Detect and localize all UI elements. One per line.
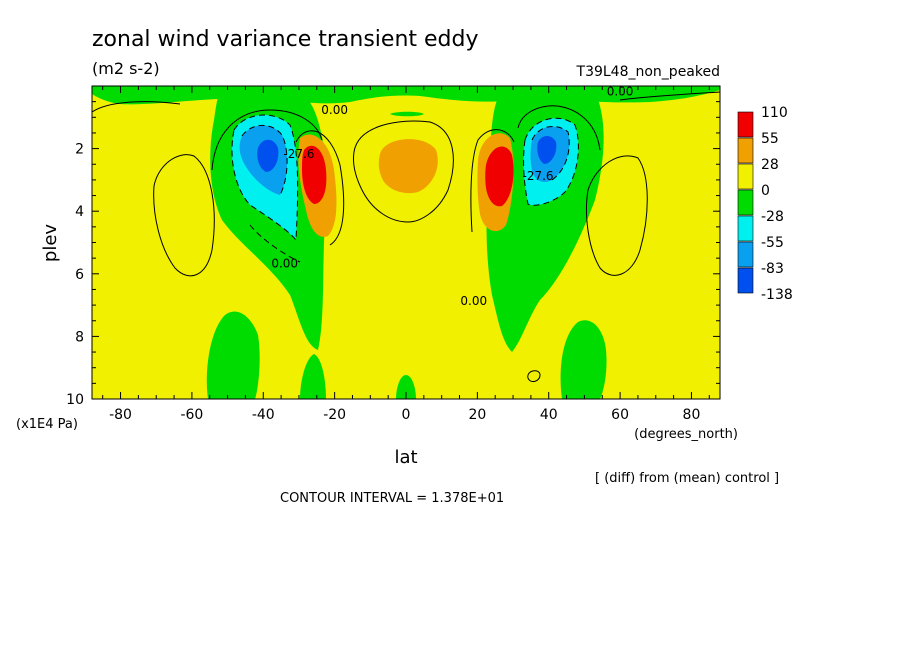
x-tick-labels: -80 -60 -40 -20 0 20 40 60 80 bbox=[109, 407, 700, 423]
legend-swatch bbox=[737, 111, 754, 138]
legend-swatch bbox=[737, 241, 754, 268]
contour-interval: CONTOUR INTERVAL = 1.378E+01 bbox=[280, 491, 504, 506]
contour-label: 0.00 bbox=[607, 84, 634, 98]
diff-note: [ (diff) from (mean) control ] bbox=[595, 471, 779, 486]
y-axis-title: plev bbox=[40, 224, 61, 263]
field-orange-center bbox=[378, 139, 438, 194]
experiment-label: T39L48_non_peaked bbox=[576, 64, 720, 80]
contour-label: 0.00 bbox=[460, 294, 487, 308]
x-axis-ticks bbox=[102, 86, 710, 399]
y-axis-units: (x1E4 Pa) bbox=[16, 417, 78, 432]
x-tick-label: 0 bbox=[402, 407, 411, 423]
x-tick-label: 60 bbox=[611, 407, 629, 423]
x-tick-label: -20 bbox=[323, 407, 346, 423]
field-green-bc bbox=[396, 375, 416, 399]
legend-level-label: 0 bbox=[761, 183, 770, 199]
legend-level-label: -138 bbox=[761, 287, 793, 303]
x-axis-title: lat bbox=[394, 447, 417, 468]
contour-labels: 0.00 0.00 0.00 0.00 -27.6 -27.6 bbox=[271, 84, 633, 308]
legend-level-label: 55 bbox=[761, 131, 779, 147]
legend-level-label: 28 bbox=[761, 157, 779, 173]
legend-swatch bbox=[737, 137, 754, 164]
field-blue-left bbox=[257, 139, 279, 172]
legend-level-label: -83 bbox=[761, 261, 784, 277]
field-red-right bbox=[485, 146, 514, 207]
legend-level-label: 110 bbox=[761, 105, 788, 121]
field-red-left bbox=[302, 145, 327, 204]
x-tick-label: -40 bbox=[252, 407, 275, 423]
legend-swatch bbox=[737, 189, 754, 216]
legend-level-label: -28 bbox=[761, 209, 784, 225]
negative-contours bbox=[231, 114, 579, 263]
field-blue-right bbox=[537, 136, 557, 164]
contour-field bbox=[92, 86, 720, 399]
y-tick-label: 4 bbox=[75, 204, 84, 220]
y-tick-label: 10 bbox=[66, 392, 84, 408]
x-tick-label: 80 bbox=[683, 407, 701, 423]
x-tick-label: -80 bbox=[109, 407, 132, 423]
legend-swatch bbox=[737, 163, 754, 190]
contour-label: 0.00 bbox=[321, 103, 348, 117]
contour-label: 0.00 bbox=[271, 257, 298, 271]
y-tick-label: 6 bbox=[75, 267, 84, 283]
contour-label: -27.6 bbox=[522, 169, 553, 183]
legend-swatch bbox=[737, 215, 754, 242]
x-tick-label: -60 bbox=[180, 407, 203, 423]
chart-title: zonal wind variance transient eddy bbox=[92, 27, 479, 52]
x-tick-label: 20 bbox=[468, 407, 486, 423]
contour-lines bbox=[92, 91, 720, 383]
x-axis-units: (degrees_north) bbox=[634, 427, 738, 442]
y-tick-label: 8 bbox=[75, 329, 84, 345]
chart-units: (m2 s-2) bbox=[92, 59, 160, 78]
field-green-bm bbox=[300, 354, 326, 399]
y-tick-labels: 2 4 6 8 10 bbox=[66, 142, 84, 408]
contour-label: -27.6 bbox=[283, 147, 314, 161]
color-legend: 110 55 28 0 -28 -55 -83 -138 bbox=[737, 105, 793, 303]
field-background bbox=[92, 86, 720, 399]
field-green-bl bbox=[206, 311, 260, 399]
legend-level-label: -55 bbox=[761, 235, 784, 251]
y-axis-ticks bbox=[92, 101, 720, 400]
legend-swatch bbox=[737, 267, 754, 294]
y-tick-label: 2 bbox=[75, 142, 84, 158]
x-tick-label: 40 bbox=[540, 407, 558, 423]
field-green-top-mid bbox=[390, 111, 424, 117]
field-green-br bbox=[560, 320, 607, 399]
